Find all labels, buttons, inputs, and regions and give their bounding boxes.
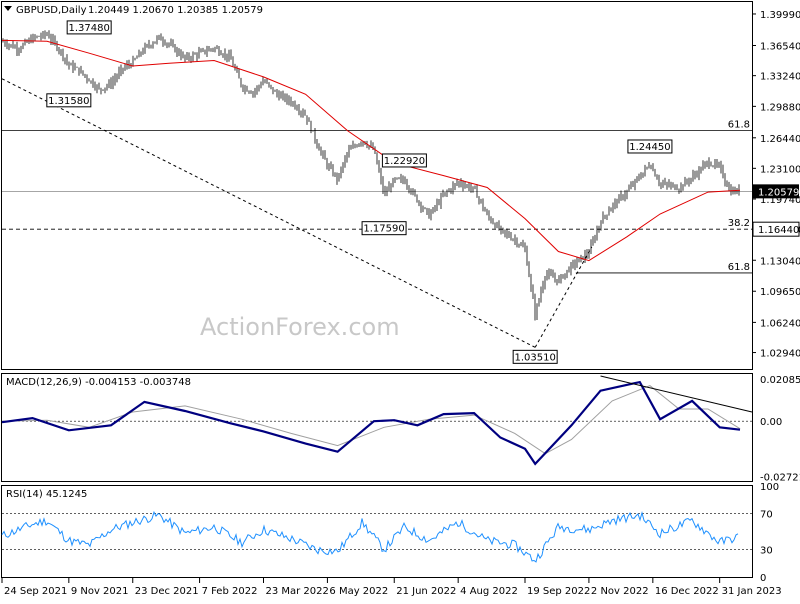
- macd-axis-label: 0.020858: [760, 375, 800, 386]
- level-price-marker: [752, 221, 800, 237]
- current-price-label: 1.20579: [758, 187, 799, 198]
- macd-main-line: [1, 380, 741, 466]
- date-axis-label: 19 Sep 2022: [527, 586, 590, 597]
- fib-level-label: 61.8: [728, 262, 750, 273]
- axes: 1.39990 1.36540 1.33240 1.29880 1.26440 1.231…: [1, 10, 800, 597]
- rsi-axis-label: 100: [760, 482, 779, 493]
- date-axis-label: 2 Nov 2022: [591, 586, 649, 597]
- fib-level-label: 61.8: [728, 119, 750, 130]
- macd-trend-line: [600, 375, 753, 413]
- rsi-axis-label: 70: [760, 509, 773, 520]
- price-annotation-box: [66, 20, 112, 35]
- rsi-title: RSI(14) 45.1245: [6, 489, 87, 500]
- price-annotation-label: 1.22920: [384, 156, 425, 167]
- price-axis-label: 1.23100: [760, 164, 800, 175]
- dropdown-triangle-icon[interactable]: [4, 6, 12, 11]
- price-axis-label: 1.39990: [760, 10, 800, 21]
- price-annotation-box: [46, 93, 92, 108]
- rsi-axis-label: 30: [760, 546, 773, 557]
- date-axis-label: 24 Sep 2021: [4, 586, 67, 597]
- price-axis-label: 1.19740: [760, 195, 800, 206]
- rsi-axis-label: 0: [760, 573, 766, 584]
- date-axis-label: 31 Jan 2023: [722, 586, 782, 597]
- price-annotation-box: [627, 139, 673, 154]
- current-price-marker: [753, 184, 799, 199]
- price-annotation-box: [512, 349, 558, 364]
- rsi-line: [1, 510, 739, 563]
- price-annotation-label: 1.37480: [68, 23, 109, 34]
- date-axis-label: 9 Nov 2021: [71, 586, 129, 597]
- macd-series-layer: [1, 375, 753, 466]
- price-annotation-label: 1.17590: [363, 224, 404, 235]
- macd-axis-label: -0.027213: [760, 473, 800, 484]
- price-axis-label: 1.26440: [760, 134, 800, 145]
- price-annotation-label: 1.31580: [48, 96, 89, 107]
- watermark: ActionForex.com: [200, 313, 400, 341]
- chart-ohlc-readout: 1.20449 1.20670 1.20385 1.20579: [88, 5, 263, 16]
- level-price-label: 1.16440: [758, 225, 799, 236]
- price-axis-label: 1.13040: [760, 256, 800, 267]
- price-annotations: 1.37480 1.31580 1.22920 1.17590 1.24450 1.035…: [46, 20, 673, 364]
- price-axis-label: 1.06240: [760, 318, 800, 329]
- macd-axis-label: 0.00: [760, 417, 782, 428]
- price-axis-label: 1.02940: [760, 349, 800, 360]
- date-axis-label: 7 Feb 2022: [202, 586, 258, 597]
- price-annotation-box: [381, 153, 427, 168]
- rsi-panel: [1, 485, 753, 578]
- date-axis-label: 23 Dec 2021: [135, 586, 199, 597]
- rsi-series-layer: [1, 510, 752, 563]
- trend-line: [534, 246, 593, 348]
- date-axis-label: 6 May 2022: [329, 586, 388, 597]
- chart-symbol-title: GBPUSD,Daily: [16, 5, 87, 16]
- fib-level-label: 38.2: [728, 218, 750, 229]
- date-axis-label: 23 Mar 2022: [265, 586, 328, 597]
- ohlc-bars: [2, 30, 740, 321]
- macd-title: MACD(12,26,9) -0.004153 -0.003748: [6, 377, 191, 388]
- price-annotation-box: [361, 221, 407, 236]
- date-axis-label: 16 Dec 2022: [655, 586, 719, 597]
- date-axis-label: 4 Aug 2022: [460, 586, 518, 597]
- price-axis-label: 1.09650: [760, 287, 800, 298]
- macd-panel: [1, 373, 753, 482]
- price-axis-label: 1.36540: [760, 41, 800, 52]
- price-axis-label: 1.29880: [760, 102, 800, 113]
- price-axis-label: 1.33240: [760, 72, 800, 83]
- price-annotation-label: 1.03510: [514, 352, 555, 363]
- date-axis-label: 21 Jun 2022: [396, 586, 456, 597]
- price-annotation-label: 1.24450: [629, 142, 670, 153]
